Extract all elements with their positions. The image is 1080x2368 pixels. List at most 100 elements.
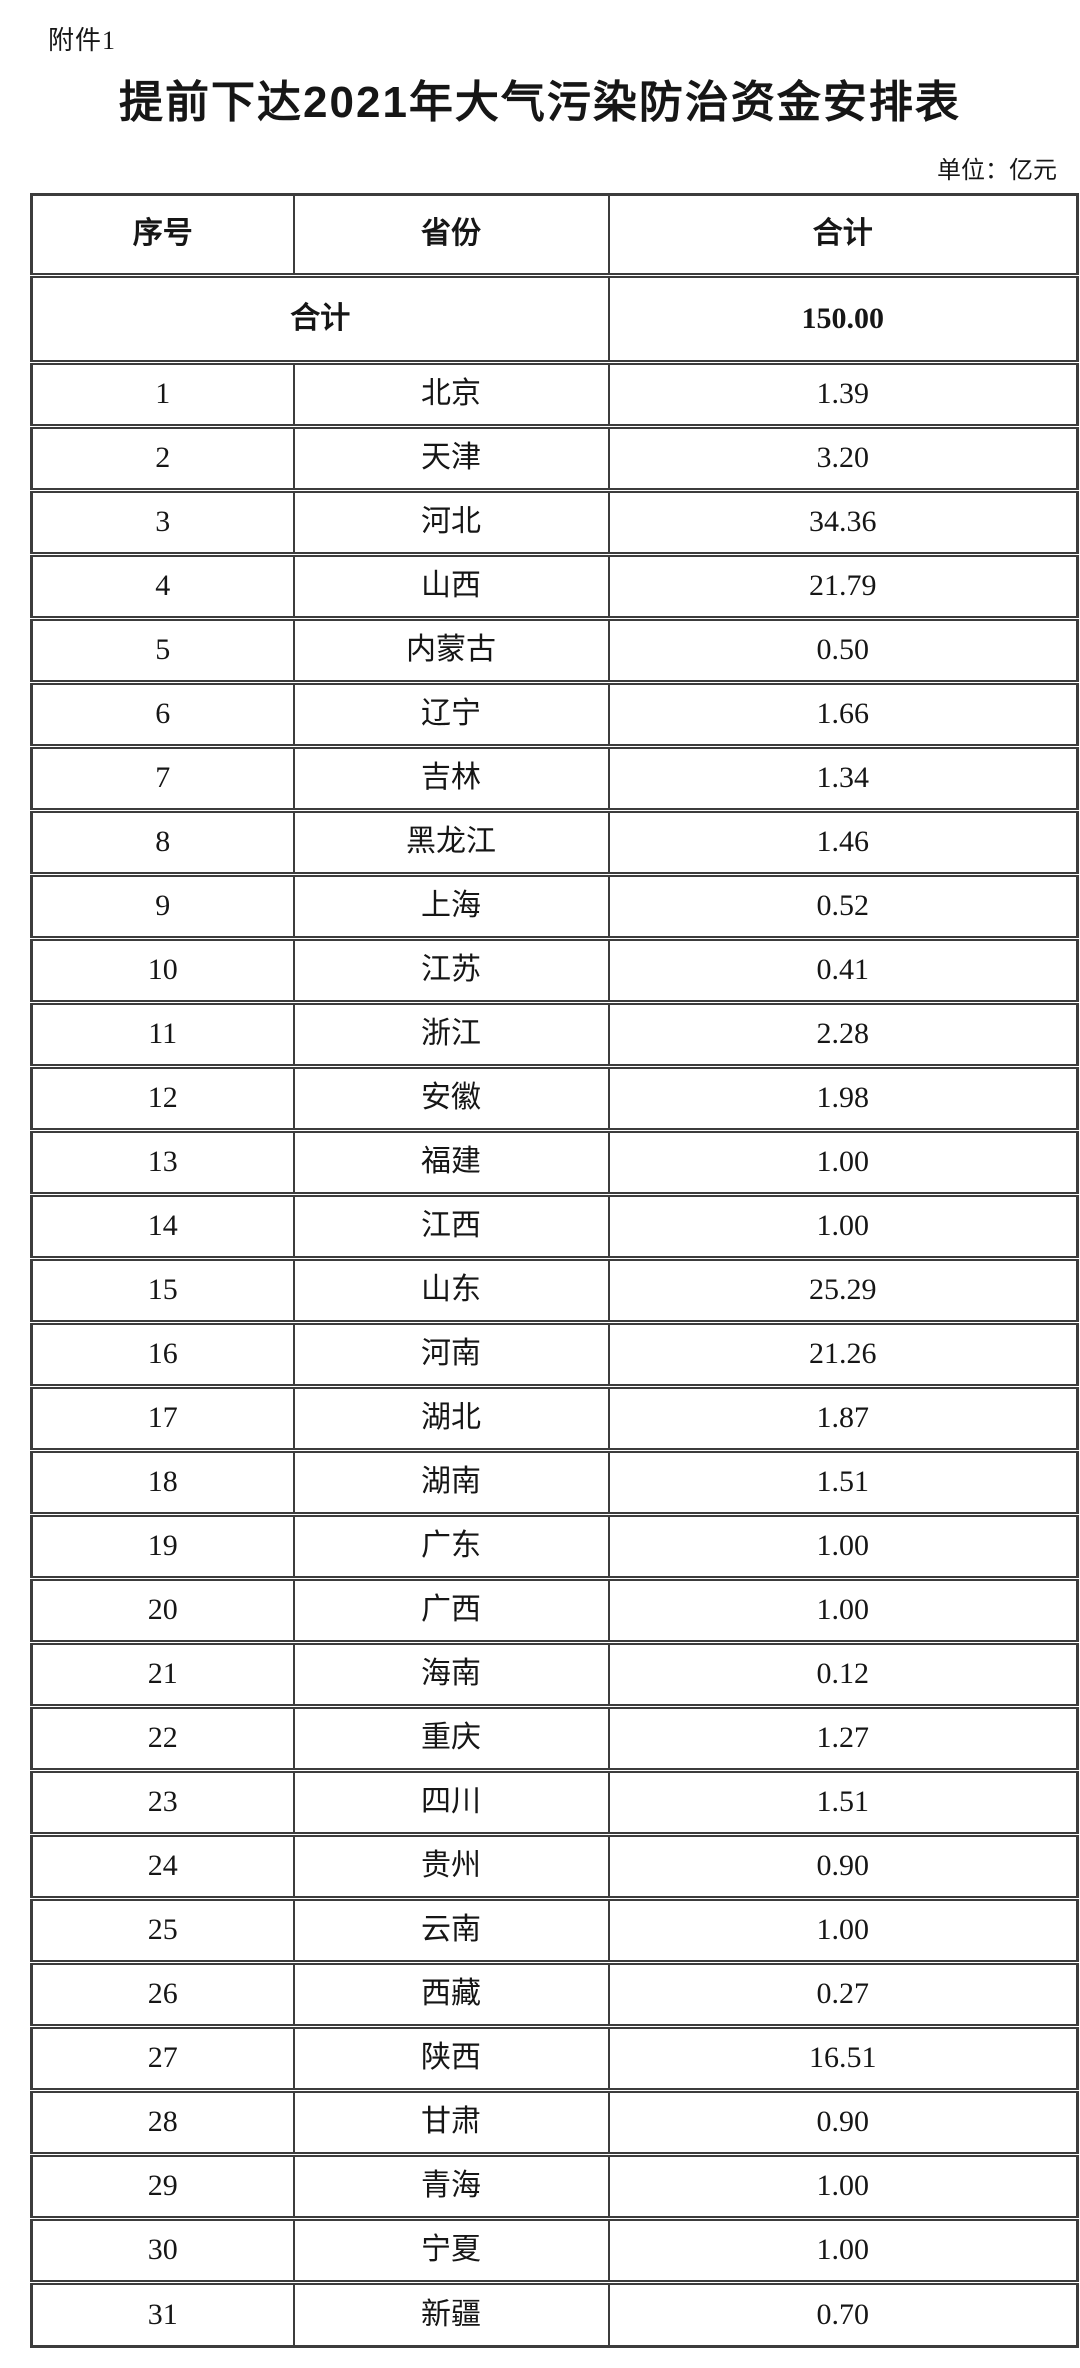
row-serial-number: 31: [30, 2282, 295, 2348]
table-row: 14 江西 1.00: [30, 1194, 1079, 1261]
table-row: 10 江苏 0.41: [30, 938, 1079, 1005]
row-province: 内蒙古: [292, 618, 610, 685]
table-row: 8 黑龙江 1.46: [30, 810, 1079, 877]
row-serial-number: 22: [30, 1706, 295, 1773]
row-amount: 1.00: [607, 2154, 1079, 2221]
row-serial-number: 6: [30, 682, 295, 749]
row-province: 新疆: [292, 2282, 610, 2348]
table-row: 11 浙江 2.28: [30, 1002, 1079, 1069]
row-serial-number: 4: [30, 554, 295, 621]
row-amount: 1.27: [607, 1706, 1079, 1773]
header-province: 省份: [292, 194, 610, 278]
table-row: 6 辽宁 1.66: [30, 682, 1079, 749]
row-province: 吉林: [292, 746, 610, 813]
row-province: 浙江: [292, 1002, 610, 1069]
row-province: 西藏: [292, 1962, 610, 2029]
table-row: 25 云南 1.00: [30, 1898, 1079, 1965]
table-row: 5 内蒙古 0.50: [30, 618, 1079, 685]
row-province: 天津: [292, 426, 610, 493]
row-serial-number: 15: [30, 1258, 295, 1325]
row-serial-number: 16: [30, 1322, 295, 1389]
total-row-label: 合计: [30, 275, 610, 365]
total-row-value: 150.00: [607, 275, 1079, 365]
row-serial-number: 25: [30, 1898, 295, 1965]
page-title: 提前下达2021年大气污染防治资金安排表: [119, 78, 961, 127]
row-amount: 1.00: [607, 2218, 1079, 2285]
row-province: 山西: [292, 554, 610, 621]
row-province: 甘肃: [292, 2090, 610, 2157]
row-province: 辽宁: [292, 682, 610, 749]
row-serial-number: 18: [30, 1450, 295, 1517]
header-row: 序号 省份 合计: [30, 194, 1079, 278]
row-province: 湖南: [292, 1450, 610, 1517]
row-amount: 1.00: [607, 1130, 1079, 1197]
row-amount: 1.00: [607, 1194, 1079, 1261]
table-row: 20 广西 1.00: [30, 1578, 1079, 1645]
row-province: 陕西: [292, 2026, 610, 2093]
row-province: 宁夏: [292, 2218, 610, 2285]
row-serial-number: 8: [30, 810, 295, 877]
table-row: 29 青海 1.00: [30, 2154, 1079, 2221]
row-serial-number: 29: [30, 2154, 295, 2221]
row-province: 重庆: [292, 1706, 610, 1773]
row-province: 青海: [292, 2154, 610, 2221]
row-amount: 0.52: [607, 874, 1079, 941]
row-province: 河南: [292, 1322, 610, 1389]
total-row: 合计 150.00: [30, 275, 1079, 365]
row-province: 广东: [292, 1514, 610, 1581]
row-serial-number: 11: [30, 1002, 295, 1069]
table-row: 1 北京 1.39: [30, 362, 1079, 429]
row-amount: 21.79: [607, 554, 1079, 621]
row-serial-number: 3: [30, 490, 295, 557]
row-amount: 3.20: [607, 426, 1079, 493]
row-amount: 0.27: [607, 1962, 1079, 2029]
row-province: 湖北: [292, 1386, 610, 1453]
row-amount: 21.26: [607, 1322, 1079, 1389]
table-row: 7 吉林 1.34: [30, 746, 1079, 813]
row-amount: 0.90: [607, 2090, 1079, 2157]
row-amount: 0.50: [607, 618, 1079, 685]
row-serial-number: 27: [30, 2026, 295, 2093]
row-serial-number: 17: [30, 1386, 295, 1453]
row-province: 北京: [292, 362, 610, 429]
table-row: 17 湖北 1.87: [30, 1386, 1079, 1453]
row-province: 海南: [292, 1642, 610, 1709]
row-province: 黑龙江: [292, 810, 610, 877]
row-amount: 2.28: [607, 1002, 1079, 1069]
row-serial-number: 9: [30, 874, 295, 941]
row-amount: 34.36: [607, 490, 1079, 557]
row-province: 江苏: [292, 938, 610, 1005]
row-serial-number: 1: [30, 362, 295, 429]
row-province: 山东: [292, 1258, 610, 1325]
row-serial-number: 21: [30, 1642, 295, 1709]
row-amount: 1.00: [607, 1514, 1079, 1581]
row-amount: 0.41: [607, 938, 1079, 1005]
table-row: 30 宁夏 1.00: [30, 2218, 1079, 2285]
row-amount: 1.00: [607, 1578, 1079, 1645]
row-province: 云南: [292, 1898, 610, 1965]
table-row: 15 山东 25.29: [30, 1258, 1079, 1325]
row-amount: 25.29: [607, 1258, 1079, 1325]
row-province: 福建: [292, 1130, 610, 1197]
row-province: 广西: [292, 1578, 610, 1645]
row-province: 江西: [292, 1194, 610, 1261]
table-row: 26 西藏 0.27: [30, 1962, 1079, 2029]
row-amount: 1.39: [607, 362, 1079, 429]
table-header: 序号 省份 合计: [30, 194, 1079, 278]
row-province: 四川: [292, 1770, 610, 1837]
row-province: 贵州: [292, 1834, 610, 1901]
row-amount: 0.70: [607, 2282, 1079, 2348]
row-amount: 0.90: [607, 1834, 1079, 1901]
table-row: 22 重庆 1.27: [30, 1706, 1079, 1773]
row-serial-number: 23: [30, 1770, 295, 1837]
header-total: 合计: [607, 194, 1079, 278]
table-row: 18 湖南 1.51: [30, 1450, 1079, 1517]
row-province: 安徽: [292, 1066, 610, 1133]
row-serial-number: 28: [30, 2090, 295, 2157]
row-serial-number: 30: [30, 2218, 295, 2285]
table-row: 24 贵州 0.90: [30, 1834, 1079, 1901]
row-serial-number: 7: [30, 746, 295, 813]
row-amount: 1.66: [607, 682, 1079, 749]
table-row: 9 上海 0.52: [30, 874, 1079, 941]
